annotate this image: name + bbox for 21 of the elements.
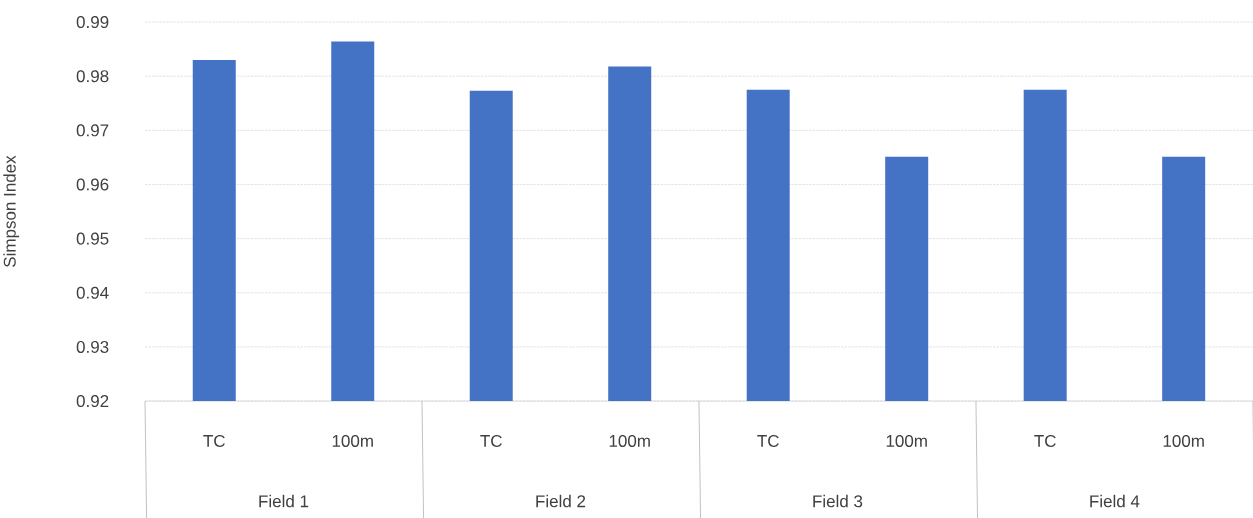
x-tick-label: 100m (1163, 434, 1204, 447)
x-tick-label: 100m (609, 434, 650, 447)
y-tick-label: 0.94 (76, 286, 109, 299)
text: Field 4 (1090, 494, 1140, 508)
y-tick-label: 0.96 (76, 178, 109, 191)
x-tick-label: 100m (886, 434, 927, 447)
x-tick-label: TC (480, 434, 502, 447)
y-tick-label: 0.93 (76, 340, 109, 353)
text: Field 3 (813, 494, 863, 508)
text: Field 2 (536, 494, 586, 508)
y-tick-label: 0.99 (76, 16, 109, 29)
x-tick-label: TC (757, 434, 779, 447)
y-axis-title: Simpson Index (3, 155, 20, 268)
y-tick-label: 0.92 (76, 395, 109, 408)
x-tick-label: TC (1034, 434, 1056, 447)
y-tick-label: 0.95 (76, 232, 109, 245)
x-tick-label: 100m (332, 434, 373, 447)
x-tick-label: TC (203, 434, 225, 447)
y-tick-label: 0.98 (76, 70, 109, 83)
text: Field 1 (259, 494, 309, 508)
y-tick-label: 0.97 (76, 124, 109, 137)
